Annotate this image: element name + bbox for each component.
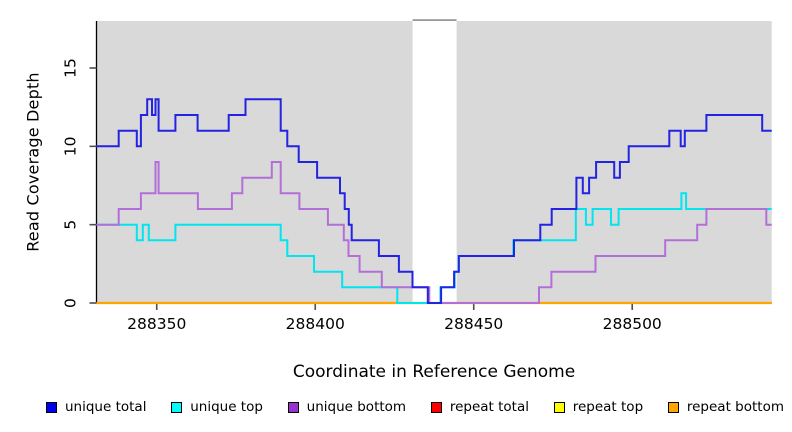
y-tick-label: 15 <box>62 58 80 78</box>
legend: unique total unique top unique bottom re… <box>46 399 784 415</box>
legend-label: unique total <box>65 399 147 415</box>
legend-label: repeat bottom <box>686 399 784 415</box>
repeat-top-swatch-icon <box>553 401 565 413</box>
x-tick-label: 288450 <box>444 315 503 333</box>
x-tick-label: 288350 <box>127 315 186 333</box>
gap-band-cap <box>412 19 457 21</box>
legend-label: unique bottom <box>306 399 407 415</box>
y-tick-label: 0 <box>62 298 80 308</box>
legend-label: repeat top <box>572 399 644 415</box>
y-tick-label: 10 <box>62 136 80 156</box>
repeat-bottom-swatch-icon <box>667 401 679 413</box>
x-tick-label: 288400 <box>286 315 345 333</box>
legend-label: repeat total <box>449 399 529 415</box>
repeat-total-swatch-icon <box>430 401 442 413</box>
unique-total-swatch-icon <box>46 401 57 413</box>
gap-band <box>412 21 457 303</box>
x-axis-title: Coordinate in Reference Genome <box>292 362 576 382</box>
x-tick-label: 288500 <box>603 315 662 333</box>
y-tick-label: 5 <box>62 220 80 230</box>
series-unique-total <box>96 98 772 304</box>
series-unique-bottom <box>96 161 772 304</box>
legend-item-repeat-total: repeat total <box>430 399 529 415</box>
legend-item-repeat-top: repeat top <box>553 399 644 415</box>
unique-bottom-swatch-icon <box>287 401 299 413</box>
legend-item-repeat-bottom: repeat bottom <box>667 399 784 415</box>
legend-item-unique-top: unique top <box>171 399 263 415</box>
coverage-plot: 288350 288400 288450 288500 0 5 10 15 <box>62 19 772 333</box>
unique-top-swatch-icon <box>171 401 183 413</box>
y-axis-title: Read Coverage Depth <box>23 72 43 252</box>
legend-item-unique-bottom: unique bottom <box>287 399 407 415</box>
legend-item-unique-total: unique total <box>46 399 146 415</box>
legend-label: unique top <box>190 399 263 415</box>
